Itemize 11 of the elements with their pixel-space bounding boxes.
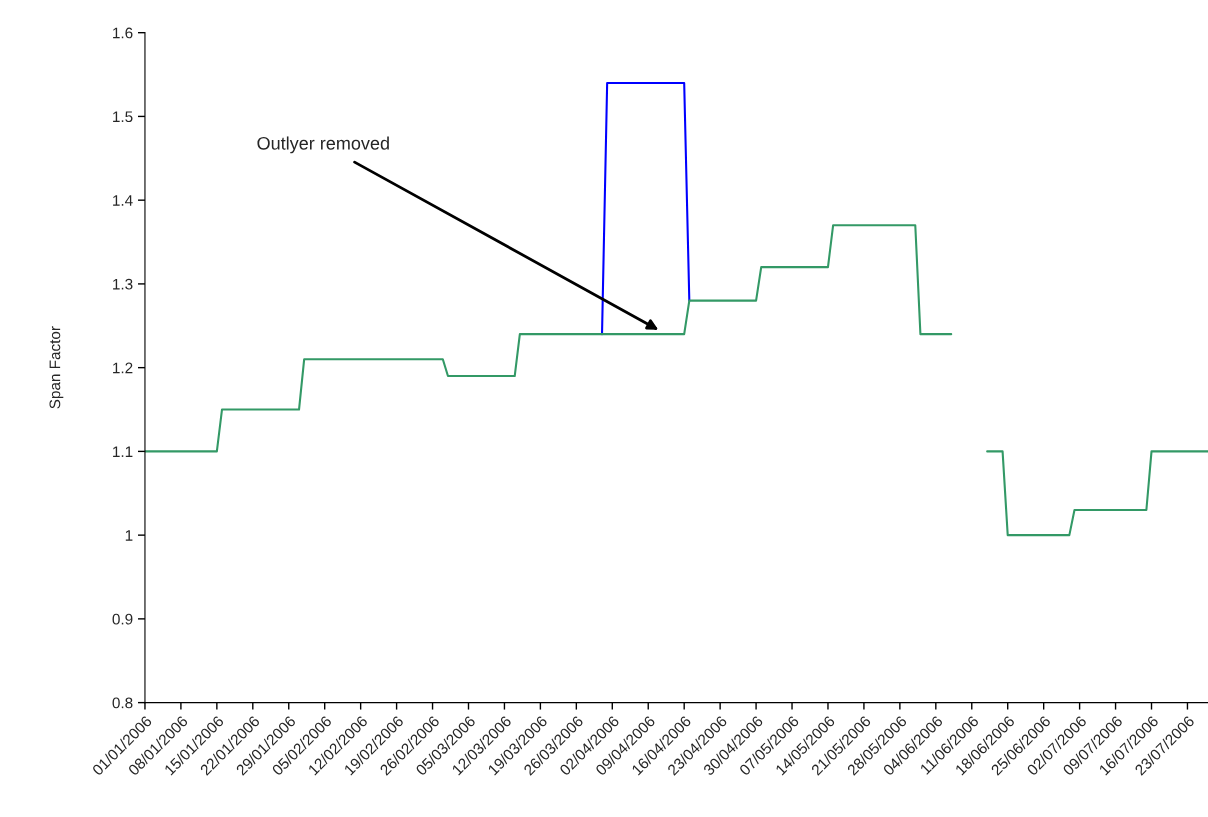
y-tick-label: 1.2 — [113, 362, 133, 374]
y-tick-label: 1.6 — [113, 27, 133, 39]
annotation: Outlyer removed — [257, 136, 389, 154]
y-tick-label: 0.8 — [112, 697, 133, 709]
y-tick-label: 1.5 — [113, 111, 133, 123]
y-tick-label: 1.3 — [113, 278, 133, 290]
y-tick-label: 0.9 — [112, 613, 133, 625]
y-tick-label: 1 — [125, 530, 133, 541]
y-tick-label: 1.1 — [113, 446, 133, 457]
y-axis-title: Span Factor — [49, 326, 64, 409]
y-tick-label: 1.4 — [113, 195, 133, 206]
